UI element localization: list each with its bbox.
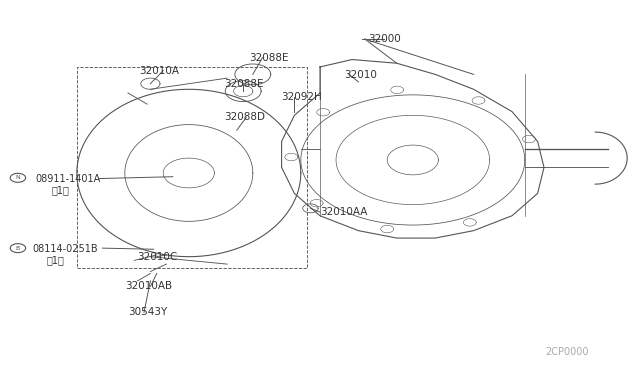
Text: 32000: 32000 bbox=[368, 34, 401, 44]
Text: 32088D: 32088D bbox=[224, 112, 265, 122]
Text: 32088E: 32088E bbox=[250, 53, 289, 62]
Text: 08114-0251B: 08114-0251B bbox=[32, 244, 98, 254]
Text: （1）: （1） bbox=[46, 256, 64, 265]
Text: N: N bbox=[15, 175, 20, 180]
Text: 32010C: 32010C bbox=[138, 252, 178, 262]
Text: 32092H: 32092H bbox=[282, 92, 323, 102]
Text: 32010: 32010 bbox=[344, 70, 377, 80]
Text: 32010A: 32010A bbox=[140, 66, 179, 76]
Text: 32088E: 32088E bbox=[224, 79, 264, 89]
Text: 08911-1401A: 08911-1401A bbox=[35, 174, 100, 183]
Text: （1）: （1） bbox=[51, 185, 69, 195]
Text: 32010AB: 32010AB bbox=[125, 282, 172, 291]
Text: B: B bbox=[16, 246, 20, 251]
Text: 2CP0000: 2CP0000 bbox=[545, 347, 589, 357]
Text: 30543Y: 30543Y bbox=[128, 308, 167, 317]
Text: 32010AA: 32010AA bbox=[320, 207, 367, 217]
